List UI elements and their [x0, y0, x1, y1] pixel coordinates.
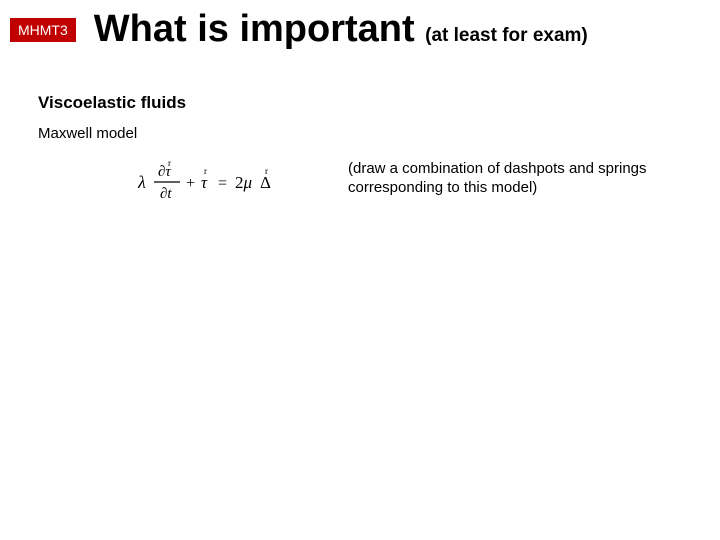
subheading: Maxwell model: [38, 125, 720, 142]
plus-sign: +: [186, 175, 195, 192]
section-heading: Viscoelastic fluids: [38, 93, 720, 113]
two-mu: 2μ: [235, 173, 252, 192]
page-title-main: What is important: [94, 8, 415, 50]
maxwell-equation: λ ∂τ ∂t r + r τ = 2μ r Δ: [138, 156, 308, 211]
course-badge: MHMT3: [10, 18, 76, 42]
tau-symbol: τ: [201, 173, 208, 192]
arrow-over-tau-1: r: [168, 158, 171, 168]
equals-sign: =: [218, 175, 227, 192]
lambda-symbol: λ: [138, 172, 146, 192]
delta-symbol: Δ: [260, 173, 271, 192]
content-section: Viscoelastic fluids Maxwell model λ ∂τ ∂…: [38, 93, 720, 211]
equation-note: (draw a combination of dashpots and spri…: [348, 160, 658, 198]
equation-row: λ ∂τ ∂t r + r τ = 2μ r Δ (draw a: [38, 156, 720, 211]
page-title-sub: (at least for exam): [425, 25, 588, 46]
partial-t: ∂t: [160, 186, 172, 202]
